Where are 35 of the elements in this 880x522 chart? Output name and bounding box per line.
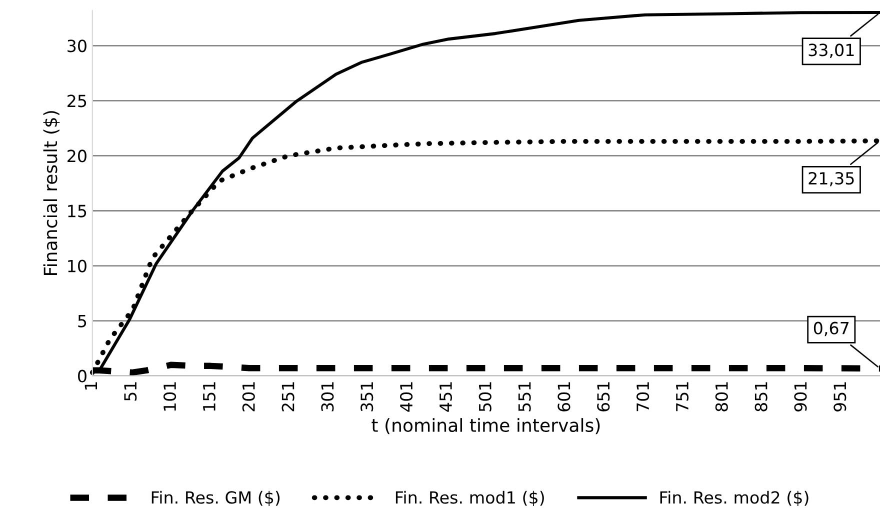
- x-axis-title: t (nominal time intervals): [372, 418, 600, 434]
- x-tick-label: 1: [84, 382, 97, 390]
- data-label: 0,67: [814, 322, 849, 336]
- x-tick-label: 851: [754, 382, 768, 412]
- x-tick-label: 601: [558, 382, 570, 412]
- x-tick-label: 701: [636, 382, 650, 412]
- x-tick-label: 651: [597, 382, 610, 412]
- x-tick-label: 451: [440, 382, 452, 412]
- legend-label: Fin. Res. mod1 ($): [396, 490, 544, 506]
- x-tick-label: 51: [124, 382, 137, 401]
- y-tick-label: 10: [68, 260, 86, 272]
- legend-label: Fin. Res. GM ($): [152, 490, 280, 506]
- x-tick-label: 351: [360, 382, 374, 412]
- y-tick-label: 20: [68, 150, 86, 162]
- data-label: 33,01: [808, 44, 854, 58]
- x-tick-label: 801: [715, 382, 728, 412]
- y-tick-label: 0: [78, 370, 86, 382]
- x-tick-label: 901: [794, 382, 807, 412]
- data-label: 21,35: [808, 172, 854, 186]
- x-tick-label: 101: [163, 382, 176, 411]
- y-tick-label: 15: [68, 204, 86, 218]
- x-tick-label: 201: [242, 382, 255, 412]
- y-tick-label: 5: [78, 314, 86, 328]
- y-tick-label: 25: [68, 94, 86, 108]
- x-tick-label: 501: [478, 382, 492, 412]
- y-axis-title: Financial result ($): [43, 111, 60, 275]
- legend-label: Fin. Res. mod2 ($): [660, 490, 808, 506]
- x-tick-label: 251: [282, 382, 294, 412]
- x-tick-label: 951: [834, 382, 846, 412]
- x-tick-label: 401: [400, 382, 413, 412]
- x-tick-label: 301: [321, 382, 334, 412]
- x-tick-label: 151: [203, 382, 216, 411]
- x-tick-label: 751: [676, 382, 689, 412]
- y-tick-label: 30: [68, 40, 86, 52]
- x-tick-label: 551: [518, 382, 531, 412]
